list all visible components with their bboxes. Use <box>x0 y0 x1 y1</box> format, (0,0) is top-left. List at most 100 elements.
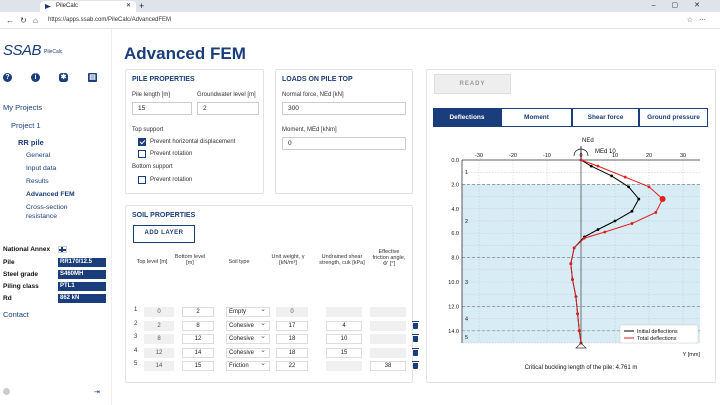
pile-value: RR170/12.5 <box>58 258 106 267</box>
help-icon[interactable]: ? <box>3 73 12 82</box>
delete-icon[interactable] <box>412 320 419 329</box>
undrained-cell[interactable] <box>326 307 362 317</box>
x-tick-label: 0 <box>579 153 582 159</box>
new-tab-icon[interactable]: + <box>139 1 145 11</box>
layer-label: 3 <box>465 280 468 286</box>
series-point <box>569 262 573 266</box>
tab-deflections[interactable]: Deflections <box>433 108 501 127</box>
row-number: 3 <box>134 334 138 340</box>
nav-cross-section[interactable]: Cross-section <box>26 204 68 211</box>
pile-label: Pile <box>3 259 15 266</box>
legend-label: Total deflections <box>637 336 677 342</box>
row-number: 1 <box>134 307 138 313</box>
y-tick-label: 6.0 <box>451 231 459 237</box>
prevent-rotation-bottom-checkbox[interactable] <box>138 176 146 184</box>
nav-advanced-fem[interactable]: Advanced FEM <box>26 191 75 198</box>
buckling-caption: Critical buckling length of the pile: 4.… <box>525 365 638 371</box>
nav-cross-section-2[interactable]: resistance <box>26 213 57 220</box>
url-field[interactable]: https://apps.ssab.com/PileCalc/AdvancedF… <box>48 17 172 23</box>
series-point <box>654 211 658 214</box>
bottom-level-cell[interactable]: 15 <box>182 361 214 371</box>
app-tab-icon <box>45 4 51 9</box>
bottom-level-cell[interactable]: 8 <box>182 320 214 331</box>
tab-ground-pressure[interactable]: Ground pressure <box>639 108 708 127</box>
delete-icon[interactable] <box>412 334 419 342</box>
rd-label: Rd <box>3 295 12 302</box>
unit-weight-cell[interactable]: 18 <box>276 334 308 344</box>
top-level-cell: 14 <box>144 361 174 371</box>
logout-icon[interactable]: ⇥ <box>94 389 100 396</box>
series-point <box>630 209 634 213</box>
friction-cell[interactable] <box>370 320 406 331</box>
unit-weight-cell[interactable]: 18 <box>276 347 308 358</box>
delete-icon[interactable] <box>412 361 419 369</box>
close-tab-icon[interactable]: ✕ <box>125 3 131 9</box>
browser-tab[interactable]: PileCalc ✕ <box>40 1 136 12</box>
friction-cell[interactable]: 38 <box>370 361 406 371</box>
nav-project[interactable]: Project 1 <box>11 121 41 130</box>
refresh-icon[interactable]: ↻ <box>20 16 27 25</box>
window-controls[interactable]: –▢✕ <box>651 2 716 9</box>
prevent-rotation-top-checkbox[interactable] <box>138 150 146 158</box>
ready-button[interactable]: READY <box>434 74 511 94</box>
x-axis-label: Y [mm] <box>683 352 701 358</box>
max-deflection-marker <box>659 196 666 203</box>
info-icon[interactable]: i <box>31 73 40 82</box>
undrained-cell[interactable]: 10 <box>326 334 362 344</box>
col-unit-weight: Unit weight, γ [kN/m³] <box>271 254 305 266</box>
unit-weight-cell[interactable]: 0 <box>276 307 308 317</box>
tab-moment[interactable]: Moment <box>501 108 572 127</box>
piling-class-label: Piling class <box>3 283 39 290</box>
undrained-cell[interactable]: 15 <box>326 347 362 358</box>
browser-tools[interactable]: ☆⋯ <box>686 17 712 24</box>
finland-flag-icon[interactable] <box>58 246 67 253</box>
soil-type-select[interactable]: Cohesive <box>226 333 270 344</box>
bottom-level-cell[interactable]: 2 <box>182 307 214 317</box>
back-icon[interactable]: ← <box>6 16 14 25</box>
prevent-hd-checkbox[interactable] <box>138 138 146 146</box>
ned-label: NEd <box>582 138 594 144</box>
nav-results[interactable]: Results <box>26 178 49 185</box>
pile-length-input[interactable]: 15 <box>132 102 192 115</box>
unit-weight-cell[interactable]: 22 <box>276 361 308 371</box>
steel-grade-value: S460MH <box>58 270 106 279</box>
nav-contact[interactable]: Contact <box>3 310 29 319</box>
user-avatar-icon[interactable] <box>3 388 10 395</box>
friction-cell[interactable] <box>370 307 406 317</box>
bottom-level-cell[interactable]: 12 <box>182 334 214 344</box>
nav-input-data[interactable]: Input data <box>26 165 57 172</box>
soil-type-select[interactable]: Friction <box>226 360 270 371</box>
soil-type-select[interactable]: Cohesive <box>226 320 270 331</box>
tab-shear-force[interactable]: Shear force <box>572 108 639 127</box>
unit-weight-cell[interactable]: 17 <box>276 320 308 331</box>
nav-pile[interactable]: RR pile <box>18 138 44 147</box>
soil-type-select[interactable]: Empty <box>226 306 270 317</box>
series-point <box>596 164 600 168</box>
bottom-support-icon <box>575 342 587 349</box>
tab-title: PileCalc <box>56 3 79 9</box>
moment-input[interactable]: 0 <box>282 137 406 150</box>
loads-title: LOADS ON PILE TOP <box>282 76 353 83</box>
soil-type-select[interactable]: Cohesive <box>226 347 270 358</box>
delete-icon[interactable] <box>412 347 419 356</box>
nav-general[interactable]: General <box>26 152 51 159</box>
series-point <box>627 185 630 189</box>
friction-cell[interactable] <box>370 334 406 344</box>
groundwater-input[interactable]: 2 <box>197 102 259 115</box>
undrained-cell[interactable]: 4 <box>326 320 362 331</box>
nav-my-projects[interactable]: My Projects <box>3 103 43 112</box>
series-point <box>579 158 583 162</box>
undrained-cell[interactable] <box>326 361 362 371</box>
normal-force-input[interactable]: 300 <box>282 102 406 115</box>
y-tick-label: 14.0 <box>448 329 459 335</box>
soil-properties-title: SOIL PROPERTIES <box>132 212 196 219</box>
layer-label: 1 <box>465 170 468 176</box>
bug-icon[interactable]: ✱ <box>59 73 68 82</box>
friction-cell[interactable] <box>370 347 406 358</box>
pile-length-label: Pile length [m] <box>132 92 171 98</box>
series-point <box>583 236 586 240</box>
bottom-level-cell[interactable]: 14 <box>182 347 214 358</box>
home-icon[interactable]: ⌂ <box>33 16 38 25</box>
add-layer-button[interactable]: ADD LAYER <box>133 225 195 243</box>
print-icon[interactable]: ▤ <box>88 73 97 82</box>
